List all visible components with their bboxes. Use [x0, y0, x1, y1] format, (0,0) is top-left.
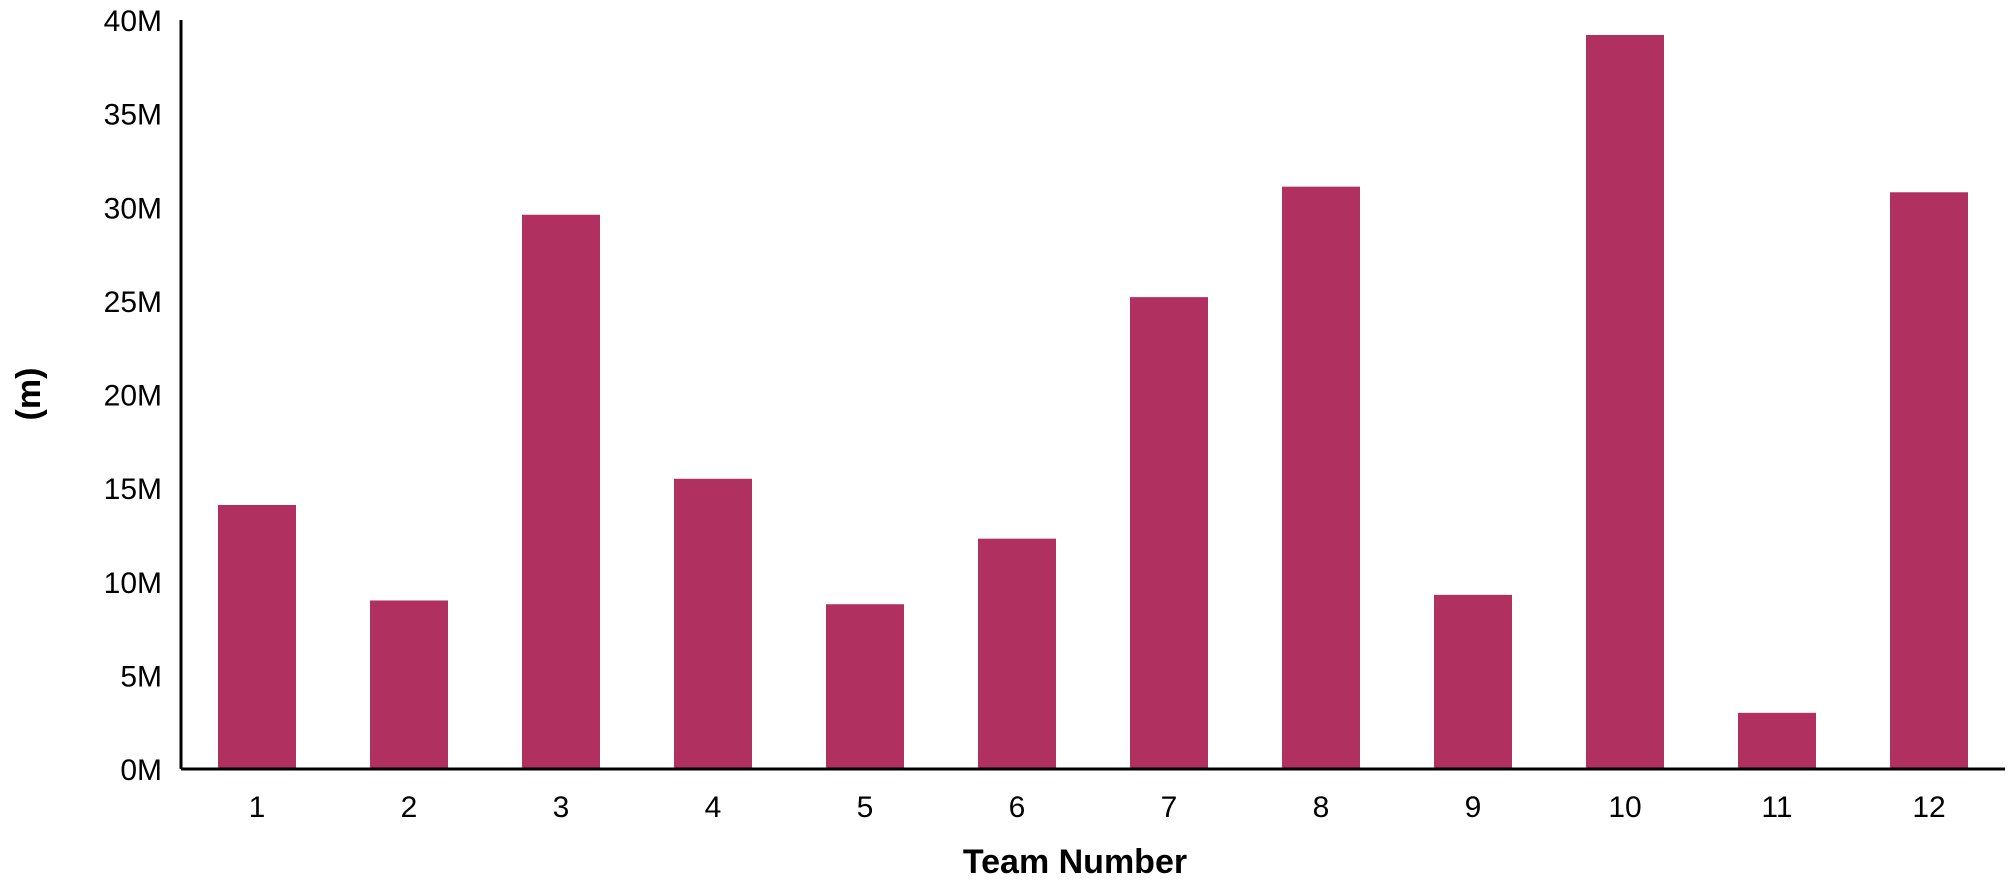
y-tick-label: 35M [104, 99, 162, 132]
y-tick-label: 0M [120, 754, 162, 787]
x-tick-label: 7 [1161, 791, 1178, 824]
bar-team-12 [1890, 192, 1968, 769]
y-tick-label: 15M [104, 473, 162, 506]
y-tick-labels: 0M 5M 10M 15M 20M 25M 30M 35M 40M [104, 5, 162, 787]
x-tick-label: 1 [249, 791, 266, 824]
bar-team-4 [674, 478, 752, 769]
bar-team-10 [1586, 34, 1664, 770]
bars-group [218, 34, 1968, 770]
y-tick-label: 40M [104, 5, 162, 38]
bar-team-2 [370, 600, 448, 769]
y-tick-label: 5M [120, 660, 162, 693]
bar-team-11 [1738, 712, 1816, 769]
bar-team-3 [522, 214, 600, 770]
x-tick-label: 9 [1465, 791, 1482, 824]
bar-team-6 [978, 538, 1056, 769]
y-axis-title: (m) [10, 368, 48, 421]
y-tick-label: 30M [104, 192, 162, 225]
x-axis-title: Team Number [963, 843, 1187, 881]
x-tick-label: 2 [401, 791, 418, 824]
bar-team-1 [218, 504, 296, 769]
bar-team-5 [826, 604, 904, 769]
x-tick-label: 8 [1313, 791, 1330, 824]
y-tick-label: 10M [104, 567, 162, 600]
bar-team-8 [1282, 186, 1360, 770]
bar-team-9 [1434, 594, 1512, 769]
x-tick-label: 4 [705, 791, 722, 824]
x-tick-label: 5 [857, 791, 874, 824]
x-tick-label: 3 [553, 791, 570, 824]
x-tick-label: 11 [1761, 791, 1792, 824]
y-tick-label: 25M [104, 286, 162, 319]
y-tick-label: 20M [104, 380, 162, 413]
x-tick-labels: 1 2 3 4 5 6 7 8 9 10 11 12 [249, 791, 1946, 824]
x-tick-label: 10 [1608, 791, 1641, 824]
x-tick-label: 6 [1009, 791, 1026, 824]
bar-team-7 [1130, 297, 1208, 769]
x-tick-label: 12 [1912, 791, 1945, 824]
